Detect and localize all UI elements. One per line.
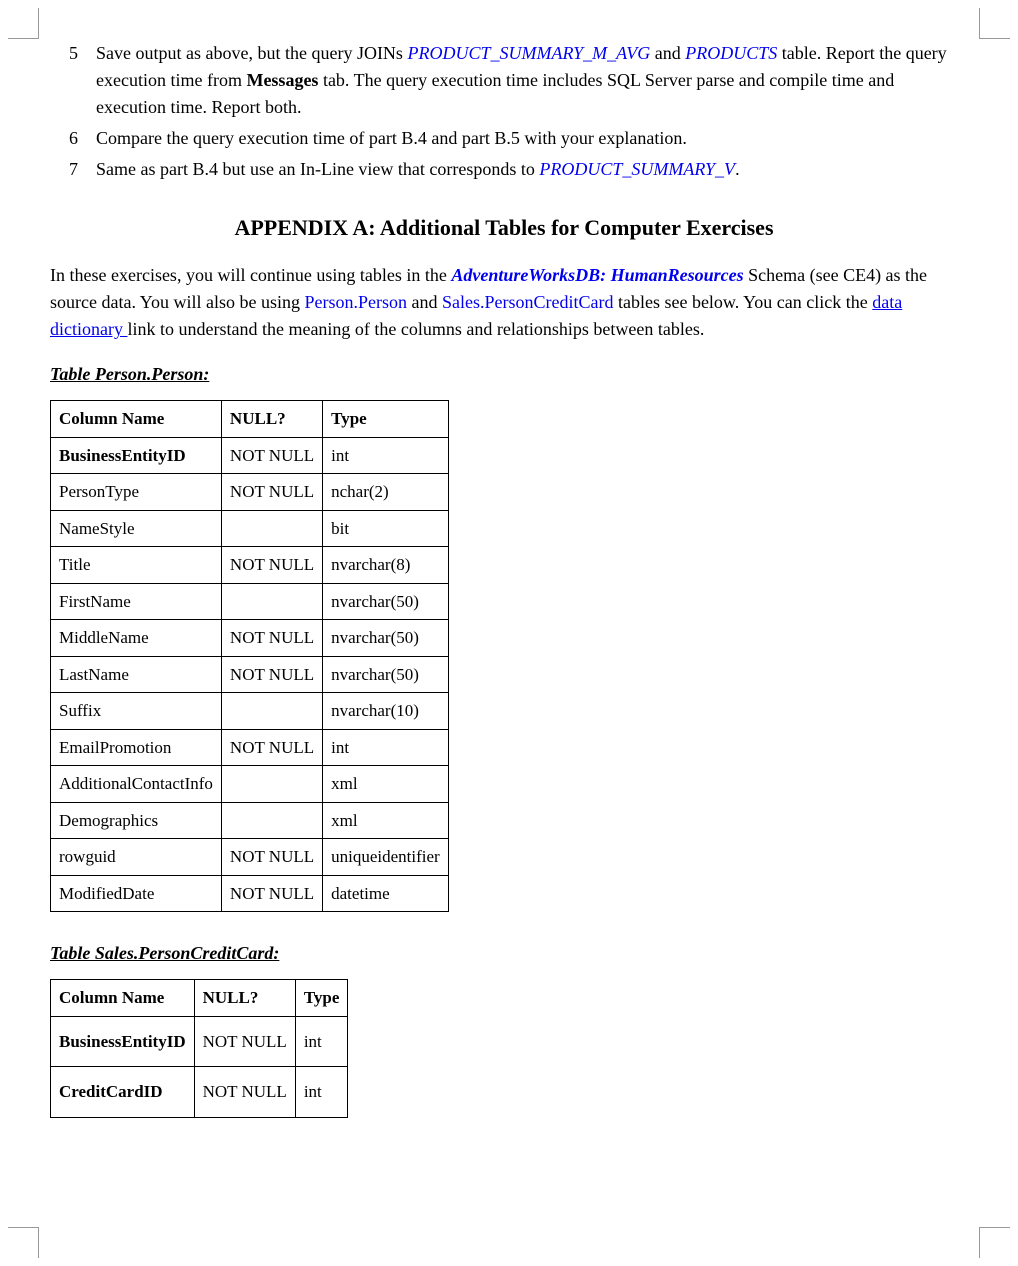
table-row: AdditionalContactInfo xml — [51, 766, 449, 803]
type-cell: uniqueidentifier — [323, 839, 449, 876]
table-header: NULL? — [194, 980, 295, 1017]
col-name-cell: NameStyle — [51, 510, 222, 547]
table-row: rowguidNOT NULLuniqueidentifier — [51, 839, 449, 876]
table-row: PersonTypeNOT NULLnchar(2) — [51, 474, 449, 511]
table-row: Demographics xml — [51, 802, 449, 839]
table-row: TitleNOT NULLnvarchar(8) — [51, 547, 449, 584]
col-name-cell: EmailPromotion — [51, 729, 222, 766]
crop-mark-tl — [8, 8, 39, 39]
numbered-list: 5Save output as above, but the query JOI… — [50, 40, 958, 183]
col-name-cell: FirstName — [51, 583, 222, 620]
col-name-cell: Title — [51, 547, 222, 584]
col-name-cell: Suffix — [51, 693, 222, 730]
null-cell — [221, 766, 322, 803]
table-row: NameStyle bit — [51, 510, 449, 547]
sales-personcreditcard-table: Column NameNULL?TypeBusinessEntityIDNOT … — [50, 979, 348, 1118]
col-name-cell: MiddleName — [51, 620, 222, 657]
table-row: Suffix nvarchar(10) — [51, 693, 449, 730]
type-cell: xml — [323, 802, 449, 839]
null-cell: NOT NULL — [221, 839, 322, 876]
table-row: BusinessEntityIDNOT NULLint — [51, 1016, 348, 1067]
null-cell — [221, 583, 322, 620]
crop-mark-bl — [8, 1227, 39, 1258]
col-name-cell: PersonType — [51, 474, 222, 511]
list-number: 5 — [50, 40, 96, 121]
type-cell: int — [323, 729, 449, 766]
crop-mark-br — [979, 1227, 1010, 1258]
type-cell: nvarchar(10) — [323, 693, 449, 730]
type-cell: int — [323, 437, 449, 474]
table-header: Column Name — [51, 980, 195, 1017]
appendix-heading: APPENDIX A: Additional Tables for Comput… — [50, 211, 958, 244]
null-cell — [221, 802, 322, 839]
list-text: Save output as above, but the query JOIN… — [96, 40, 958, 121]
null-cell — [221, 693, 322, 730]
type-cell: nvarchar(8) — [323, 547, 449, 584]
type-cell: nvarchar(50) — [323, 656, 449, 693]
table-row: FirstName nvarchar(50) — [51, 583, 449, 620]
null-cell: NOT NULL — [221, 547, 322, 584]
table-row: BusinessEntityIDNOT NULLint — [51, 437, 449, 474]
list-item: 6Compare the query execution time of par… — [50, 125, 958, 152]
null-cell: NOT NULL — [194, 1016, 295, 1067]
table-row: EmailPromotionNOT NULLint — [51, 729, 449, 766]
table-header: Type — [295, 980, 348, 1017]
intro-paragraph: In these exercises, you will continue us… — [50, 262, 958, 343]
null-cell — [221, 510, 322, 547]
table-row: ModifiedDateNOT NULLdatetime — [51, 875, 449, 912]
type-cell: nvarchar(50) — [323, 620, 449, 657]
col-name-cell: ModifiedDate — [51, 875, 222, 912]
col-name-cell: BusinessEntityID — [51, 437, 222, 474]
type-cell: bit — [323, 510, 449, 547]
type-cell: datetime — [323, 875, 449, 912]
type-cell: int — [295, 1016, 348, 1067]
list-item: 5Save output as above, but the query JOI… — [50, 40, 958, 121]
table-row: LastNameNOT NULLnvarchar(50) — [51, 656, 449, 693]
col-name-cell: LastName — [51, 656, 222, 693]
col-name-cell: Demographics — [51, 802, 222, 839]
type-cell: xml — [323, 766, 449, 803]
list-text: Same as part B.4 but use an In-Line view… — [96, 156, 958, 183]
null-cell: NOT NULL — [221, 437, 322, 474]
col-name-cell: rowguid — [51, 839, 222, 876]
col-name-cell: CreditCardID — [51, 1067, 195, 1118]
list-item: 7Same as part B.4 but use an In-Line vie… — [50, 156, 958, 183]
null-cell: NOT NULL — [221, 875, 322, 912]
table-header: NULL? — [221, 401, 322, 438]
list-number: 7 — [50, 156, 96, 183]
null-cell: NOT NULL — [194, 1067, 295, 1118]
list-text: Compare the query execution time of part… — [96, 125, 958, 152]
table-row: MiddleNameNOT NULLnvarchar(50) — [51, 620, 449, 657]
type-cell: int — [295, 1067, 348, 1118]
table1-title: Table Person.Person: — [50, 361, 958, 388]
null-cell: NOT NULL — [221, 620, 322, 657]
crop-mark-tr — [979, 8, 1010, 39]
type-cell: nchar(2) — [323, 474, 449, 511]
col-name-cell: AdditionalContactInfo — [51, 766, 222, 803]
person-person-table: Column NameNULL?TypeBusinessEntityIDNOT … — [50, 400, 449, 912]
table-header: Column Name — [51, 401, 222, 438]
table2-title: Table Sales.PersonCreditCard: — [50, 940, 958, 967]
type-cell: nvarchar(50) — [323, 583, 449, 620]
table-header: Type — [323, 401, 449, 438]
null-cell: NOT NULL — [221, 474, 322, 511]
null-cell: NOT NULL — [221, 656, 322, 693]
table-row: CreditCardIDNOT NULLint — [51, 1067, 348, 1118]
list-number: 6 — [50, 125, 96, 152]
null-cell: NOT NULL — [221, 729, 322, 766]
col-name-cell: BusinessEntityID — [51, 1016, 195, 1067]
